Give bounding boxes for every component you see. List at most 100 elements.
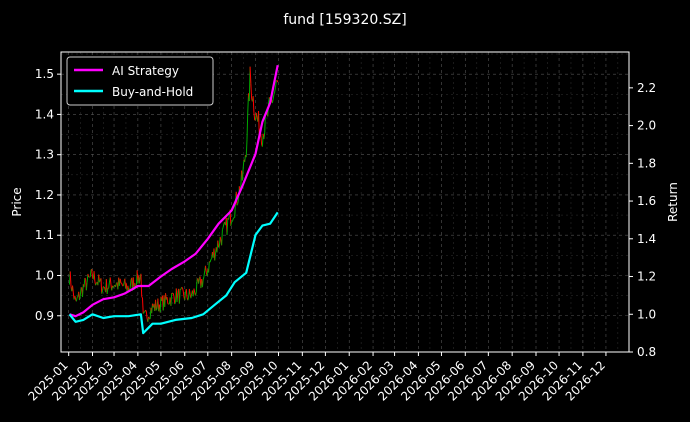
price-segment	[98, 274, 100, 283]
price-segment	[85, 282, 88, 291]
price-segment	[202, 276, 205, 280]
price-segment	[272, 94, 275, 100]
price-segment	[184, 291, 187, 301]
price-segment	[102, 286, 105, 288]
price-segment	[263, 132, 266, 140]
price-segment	[273, 91, 276, 95]
price-segment	[222, 223, 225, 228]
price-segment	[84, 277, 86, 280]
price-segment	[82, 284, 84, 298]
price-segment	[76, 296, 79, 298]
right-tick-label: 0.8	[637, 345, 656, 359]
price-segment	[176, 292, 179, 303]
price-segment	[274, 81, 277, 88]
price-segment	[208, 261, 210, 273]
price-segment	[218, 236, 221, 247]
price-segment	[119, 278, 122, 284]
price-segment	[201, 279, 204, 288]
price-segment	[106, 288, 109, 295]
return-series	[68, 64, 279, 335]
price-segment	[242, 159, 245, 169]
price-segment	[142, 312, 145, 314]
price-segment	[143, 311, 146, 313]
price-segment	[217, 240, 220, 248]
price-segment	[174, 302, 176, 305]
price-segment	[101, 290, 103, 294]
legend-box	[66, 56, 214, 106]
price-segment	[145, 309, 147, 312]
grid	[61, 52, 629, 352]
series-line-ai-strategy	[69, 64, 279, 318]
price-segment	[108, 282, 110, 289]
price-segment	[209, 259, 212, 263]
right-axis: 0.8 1.0 1.2 1.4 1.6 1.8 2.0 2.2	[629, 81, 656, 359]
left-tick-label: 1.1	[35, 228, 54, 242]
price-segment	[268, 97, 270, 104]
price-segment	[253, 112, 256, 121]
price-segment	[226, 218, 229, 236]
price-segment	[241, 168, 244, 181]
price-segment	[127, 285, 130, 291]
price-segment	[255, 112, 258, 118]
left-tick-label: 1.4	[35, 107, 54, 121]
price-segment	[102, 286, 104, 291]
legend-label-buy-and-hold: Buy-and-Hold	[112, 85, 193, 99]
price-segment	[95, 283, 97, 286]
price-segment	[89, 270, 92, 278]
price-segment	[231, 218, 234, 222]
price-segment	[245, 139, 248, 158]
plot-frame	[60, 51, 630, 353]
price-segment	[172, 293, 175, 297]
legend-label-ai-strategy: AI Strategy	[112, 64, 179, 78]
left-axis: 0.9 1.0 1.1 1.2 1.3 1.4 1.5	[35, 67, 61, 323]
price-segment	[75, 297, 78, 302]
price-segment	[260, 134, 263, 145]
price-segment	[214, 253, 216, 261]
right-axis-title: Return	[666, 182, 680, 222]
price-segment	[219, 236, 222, 240]
price-segment	[195, 279, 198, 293]
left-axis-title: Price	[10, 187, 24, 216]
price-segment	[203, 270, 206, 277]
right-tick-label: 1.6	[637, 194, 656, 208]
price-segment	[141, 296, 143, 299]
price-segment	[195, 292, 197, 296]
price-segment	[249, 66, 252, 84]
price-segment	[166, 297, 169, 304]
price-segment	[109, 277, 112, 285]
price-segment	[112, 285, 115, 288]
price-segment	[100, 278, 103, 294]
price-segment	[276, 80, 279, 83]
price-segment	[103, 286, 106, 289]
right-tick-label: 1.4	[637, 232, 656, 246]
price-segment	[181, 286, 183, 289]
price-segment	[187, 297, 190, 301]
price-segment	[74, 295, 77, 300]
price-segment	[91, 269, 94, 278]
right-tick-label: 1.8	[637, 156, 656, 170]
left-tick-label: 0.9	[35, 309, 54, 323]
price-segment	[121, 283, 123, 286]
legend: AI Strategy Buy-and-Hold	[66, 56, 214, 106]
price-segment	[115, 283, 117, 288]
price-segment	[171, 292, 173, 295]
price-segment	[218, 246, 220, 248]
right-tick-label: 2.2	[637, 81, 656, 95]
left-tick-label: 1.5	[35, 67, 54, 81]
left-tick-label: 1.2	[35, 188, 54, 202]
chart-title: fund [159320.SZ]	[283, 12, 406, 28]
price-segment	[141, 297, 144, 314]
price-segment	[185, 288, 188, 298]
price-segment	[181, 287, 184, 292]
price-segment	[205, 265, 207, 273]
price-segment	[173, 296, 176, 305]
price-segment	[231, 220, 233, 223]
price-series	[68, 66, 279, 322]
price-segment	[230, 221, 233, 226]
price-segment	[188, 288, 191, 295]
left-tick-label: 1.0	[35, 268, 54, 282]
price-segment	[271, 99, 274, 104]
price-segment	[221, 227, 224, 230]
price-segment	[145, 311, 148, 319]
